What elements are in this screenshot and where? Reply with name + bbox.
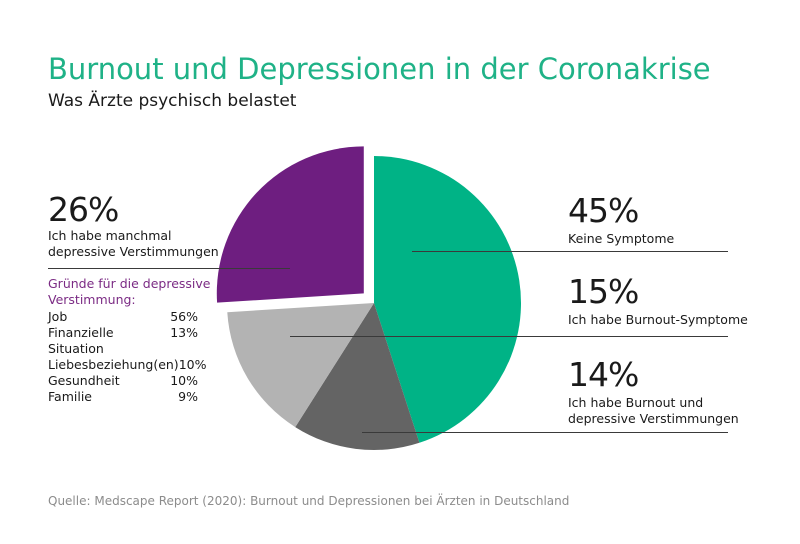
reason-value: 56% [170,309,198,324]
reason-value: 10% [178,357,207,372]
pie-slice-kombi [295,303,420,450]
pie-slice-keine [374,156,521,443]
reason-row: Finanzielle Situation 13% [48,325,198,357]
reason-row: Job 56% [48,309,198,325]
label-depressiv-pct: 26% [48,190,119,229]
leader-line-burnout [290,336,728,337]
reason-row: Familie 9% [48,389,198,405]
label-keine-line1: Keine Symptome [568,231,675,246]
label-kombi-pct: 14% [568,355,639,394]
reason-value: 9% [178,389,198,404]
label-kombi-line2: depressive Verstimmungen [568,411,739,426]
reason-value: 10% [170,373,198,388]
pie-slice-depressiv [216,146,364,303]
reason-row: Gesundheit 10% [48,373,198,389]
reason-label: Finanzielle Situation [48,325,114,356]
pie-slice-burnout [227,303,374,428]
chart-title: Burnout und Depressionen in der Coronakr… [48,52,711,86]
label-keine-pct: 45% [568,191,639,230]
reason-label: Liebesbeziehung(en) [48,357,179,372]
label-depressiv-line2: depressive Verstimmungen [48,244,219,259]
reason-label: Job [48,309,68,324]
reasons-heading: Gründe für die depressive Verstimmung: [48,276,210,308]
label-depressiv-line1: Ich habe manchmal [48,228,172,243]
leader-line-depressiv [48,268,290,269]
reasons-heading-line2: Verstimmung: [48,292,136,307]
reason-label: Gesundheit [48,373,120,388]
label-burnout-pct: 15% [568,272,639,311]
source-note: Quelle: Medscape Report (2020): Burnout … [48,494,570,508]
leader-line-keine [412,251,728,252]
reason-value: 13% [170,325,198,340]
reasons-list: Job 56% Finanzielle Situation 13% Liebesbe… [48,309,206,405]
reason-row: Liebesbeziehung(en) 10% [48,357,206,373]
leader-line-kombi [362,432,728,433]
reason-label: Familie [48,389,92,404]
label-burnout-line1: Ich habe Burnout-Symptome [568,312,748,327]
chart-subtitle: Was Ärzte psychisch belastet [48,91,297,111]
label-kombi-line1: Ich habe Burnout und [568,395,704,410]
reasons-heading-line1: Gründe für die depressive [48,276,211,291]
